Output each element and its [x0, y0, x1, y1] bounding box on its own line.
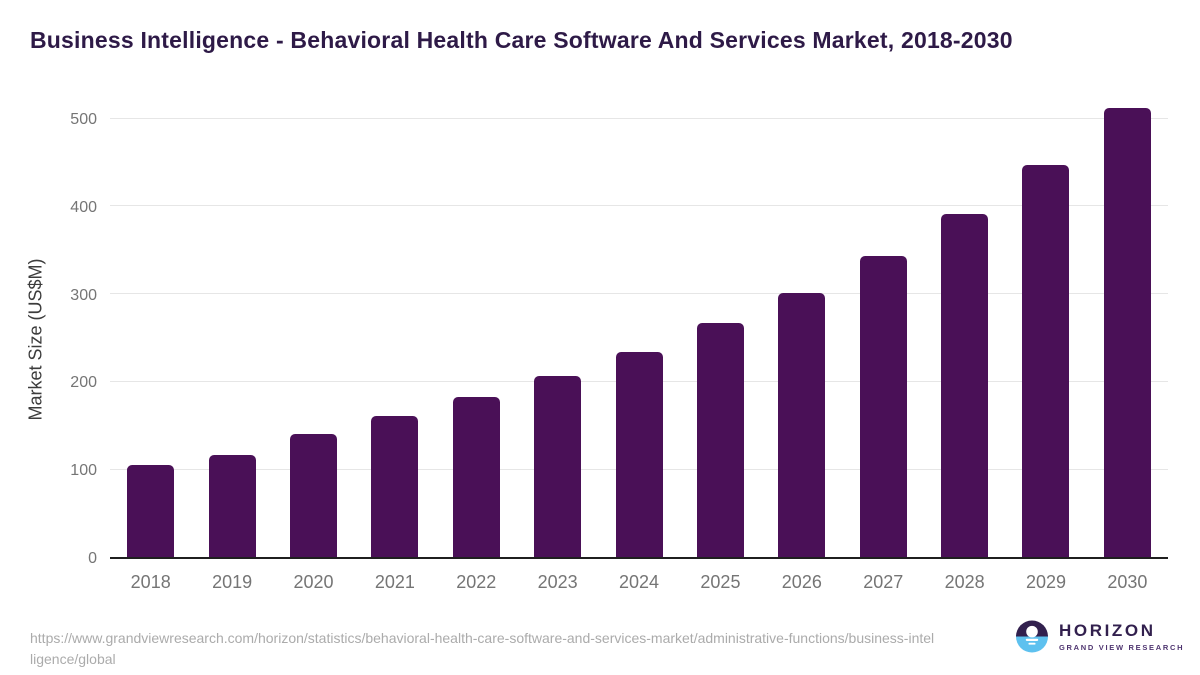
x-tick-label-2021: 2021	[374, 572, 415, 592]
bar-2023	[534, 376, 582, 557]
logo-name: HORIZON	[1059, 620, 1156, 640]
gridline-400	[110, 205, 1168, 207]
bar-column-2023	[517, 120, 598, 557]
bar-2027	[859, 255, 907, 557]
gridline-500	[110, 117, 1168, 119]
bar-2022	[452, 397, 500, 557]
x-tick-label-2022: 2022	[456, 572, 497, 592]
bar-2019	[208, 455, 256, 557]
x-tick-label-2023: 2023	[537, 572, 578, 592]
horizon-logo: HORIZON GRAND VIEW RESEARCH	[1016, 620, 1184, 653]
y-tick-label-300: 300	[70, 286, 97, 304]
bar-column-2022	[436, 120, 517, 557]
y-tick-label-0: 0	[88, 550, 97, 567]
bar-2025	[696, 323, 744, 557]
logo-subtitle: GRAND VIEW RESEARCH	[1059, 642, 1185, 652]
bar-column-2021	[354, 120, 435, 557]
bar-column-2018	[110, 120, 191, 557]
plot-area	[110, 108, 1168, 559]
bar-column-2019	[191, 120, 272, 557]
horizon-logo-text: HORIZON GRAND VIEW RESEARCH	[1059, 622, 1184, 652]
source-url: https://www.grandviewresearch.com/horizo…	[30, 630, 935, 667]
y-axis-title: Market Size (US$M)	[24, 120, 48, 559]
bar-column-2026	[761, 120, 842, 557]
horizon-logo-icon	[1016, 620, 1048, 653]
x-tick-label-2020: 2020	[293, 572, 334, 592]
chart-title: Business Intelligence - Behavioral Healt…	[30, 27, 1013, 53]
bar-2018	[127, 464, 175, 557]
bar-2026	[778, 292, 826, 557]
bar-column-2028	[924, 120, 1005, 557]
y-tick-label-500: 500	[70, 111, 97, 128]
y-tick-label-400: 400	[70, 198, 97, 216]
y-tick-label-100: 100	[70, 462, 97, 480]
bar-column-2027	[843, 120, 924, 557]
bar-column-2024	[598, 120, 679, 557]
x-axis-labels: 2018 2019 2020 2021 2022 2023 2024 2025 2026 2027…	[110, 572, 1168, 593]
bars-container	[110, 108, 1168, 557]
x-tick-label-2018: 2018	[130, 572, 171, 592]
bar-2030	[1103, 108, 1151, 557]
gridline-300	[110, 293, 1168, 295]
y-axis-title-text: Market Size (US$M)	[25, 258, 46, 421]
bar-2024	[615, 351, 663, 557]
bar-column-2029	[1005, 120, 1086, 557]
bar-column-2030	[1087, 108, 1168, 557]
bar-2020	[289, 434, 337, 557]
bar-chart: Market Size (US$M) 0 100 200 300 400 500 2018 2…	[26, 108, 1168, 592]
x-tick-label-2024: 2024	[619, 572, 660, 592]
x-tick-label-2029: 2029	[1025, 572, 1067, 592]
x-tick-label-2026: 2026	[781, 572, 822, 592]
x-tick-label-2027: 2027	[863, 572, 904, 592]
bar-column-2025	[680, 120, 761, 557]
x-tick-label-2030: 2030	[1107, 572, 1148, 592]
y-tick-label-200: 200	[70, 374, 97, 392]
bar-2029	[1022, 165, 1070, 557]
x-tick-label-2025: 2025	[700, 572, 741, 592]
x-tick-label-2019: 2019	[212, 572, 253, 592]
bar-column-2020	[273, 120, 354, 557]
bar-2021	[371, 415, 419, 557]
x-tick-label-2028: 2028	[944, 572, 985, 592]
bar-2028	[941, 213, 989, 557]
